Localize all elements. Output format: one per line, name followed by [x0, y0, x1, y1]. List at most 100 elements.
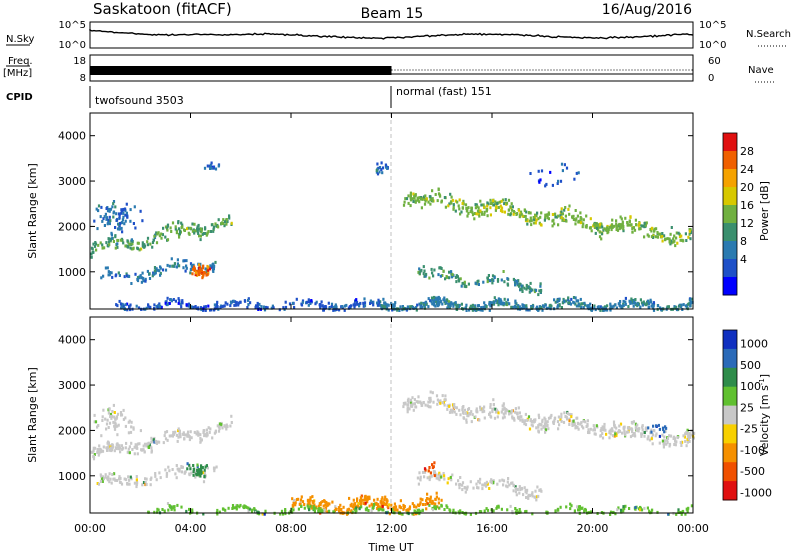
scatter-cell [470, 420, 473, 424]
scatter-cell [117, 423, 120, 427]
scatter-cell [107, 240, 111, 244]
scatter-cell [500, 278, 503, 282]
scatter-cell [409, 204, 412, 208]
scatter-cell [225, 222, 228, 226]
scatter-cell [575, 299, 578, 303]
scatter-cell [142, 444, 145, 448]
scatter-cell [383, 498, 386, 502]
scatter-cell [119, 446, 122, 450]
scatter-cell [203, 166, 207, 170]
scatter-cell [574, 425, 578, 428]
scatter-cell [309, 504, 312, 508]
freq-label: Freq. [8, 56, 33, 67]
scatter-cell [363, 297, 366, 301]
scatter-cell [421, 197, 424, 201]
scatter-cell [511, 409, 514, 413]
scatter-cell [126, 239, 129, 243]
scatter-cell [93, 219, 96, 223]
scatter-cell [319, 305, 322, 308]
scatter-cell [350, 504, 353, 508]
scatter-cell [471, 413, 474, 417]
scatter-cell [123, 222, 126, 226]
scatter-cell [193, 229, 196, 233]
scatter-cell [507, 212, 510, 216]
scatter-cell [688, 229, 691, 233]
scatter-cell [218, 510, 221, 514]
scatter-cell [376, 497, 379, 501]
scatter-cell [190, 305, 193, 309]
scatter-cell [160, 236, 163, 240]
scatter-cell [471, 210, 474, 214]
scatter-cell [593, 306, 596, 310]
scatter-cell [330, 305, 333, 308]
scatter-cell [579, 221, 583, 225]
scatter-cell [406, 403, 409, 407]
scatter-cell [518, 282, 521, 286]
scatter-cell [559, 418, 562, 422]
scatter-cell [610, 427, 614, 431]
scatter-cell [676, 241, 679, 245]
scatter-cell [453, 406, 456, 409]
scatter-cell [540, 169, 544, 173]
scatter-cell [502, 412, 505, 416]
scatter-cell [150, 476, 153, 480]
scatter-cell [380, 498, 383, 502]
scatter-cell [665, 442, 668, 446]
scatter-cell [193, 430, 196, 434]
scatter-cell [164, 235, 167, 239]
scatter-cell [143, 244, 147, 248]
scatter-cell [124, 446, 127, 450]
scatter-cell [415, 505, 418, 509]
colorbar-tick-label: 500 [740, 359, 761, 372]
date-title: 16/Aug/2016 [602, 2, 692, 18]
scatter-cell [242, 505, 245, 509]
scatter-cell [428, 466, 431, 469]
scatter-cell [377, 503, 380, 507]
scatter-cell [663, 430, 666, 434]
scatter-cell [425, 507, 428, 511]
scatter-cell [487, 274, 490, 277]
scatter-cell [509, 205, 512, 209]
scatter-cell [610, 223, 614, 227]
scatter-cell [402, 306, 405, 310]
scatter-cell [186, 462, 189, 466]
scatter-cell [150, 446, 153, 450]
scatter-cell [129, 246, 132, 250]
scatter-cell [263, 512, 266, 516]
scatter-cell [321, 304, 324, 308]
scatter-cell [634, 422, 637, 426]
scatter-cell [210, 265, 213, 269]
scatter-cell [358, 507, 361, 511]
scatter-cell [593, 427, 596, 430]
scatter-cell [381, 501, 384, 505]
scatter-cell [230, 421, 233, 424]
scatter-cell [205, 431, 208, 435]
scatter-cell [496, 279, 500, 283]
scatter-cell [601, 306, 604, 310]
scatter-cell [651, 442, 654, 446]
scatter-cell [658, 427, 661, 431]
scatter-cell [132, 222, 135, 225]
scatter-cell [513, 305, 516, 309]
scatter-cell [688, 440, 691, 443]
scatter-cell [414, 194, 417, 198]
scatter-cell [418, 512, 421, 516]
scatter-cell [205, 464, 208, 468]
scatter-cell [526, 286, 529, 290]
scatter-cell [443, 296, 446, 300]
search-tick-bottom: 10^0 [699, 40, 726, 51]
scatter-cell [530, 493, 533, 497]
scatter-cell [670, 239, 673, 243]
scatter-cell [136, 241, 139, 245]
scatter-cell [465, 209, 468, 213]
scatter-cell [638, 227, 641, 231]
scatter-cell [196, 225, 199, 229]
scatter-cell [214, 260, 217, 264]
scatter-cell [656, 235, 659, 239]
scatter-cell [569, 502, 572, 506]
scatter-cell [181, 301, 184, 305]
scatter-cell [688, 433, 691, 437]
scatter-cell [486, 276, 489, 280]
scatter-cell [534, 489, 537, 493]
scatter-cell [158, 269, 161, 273]
